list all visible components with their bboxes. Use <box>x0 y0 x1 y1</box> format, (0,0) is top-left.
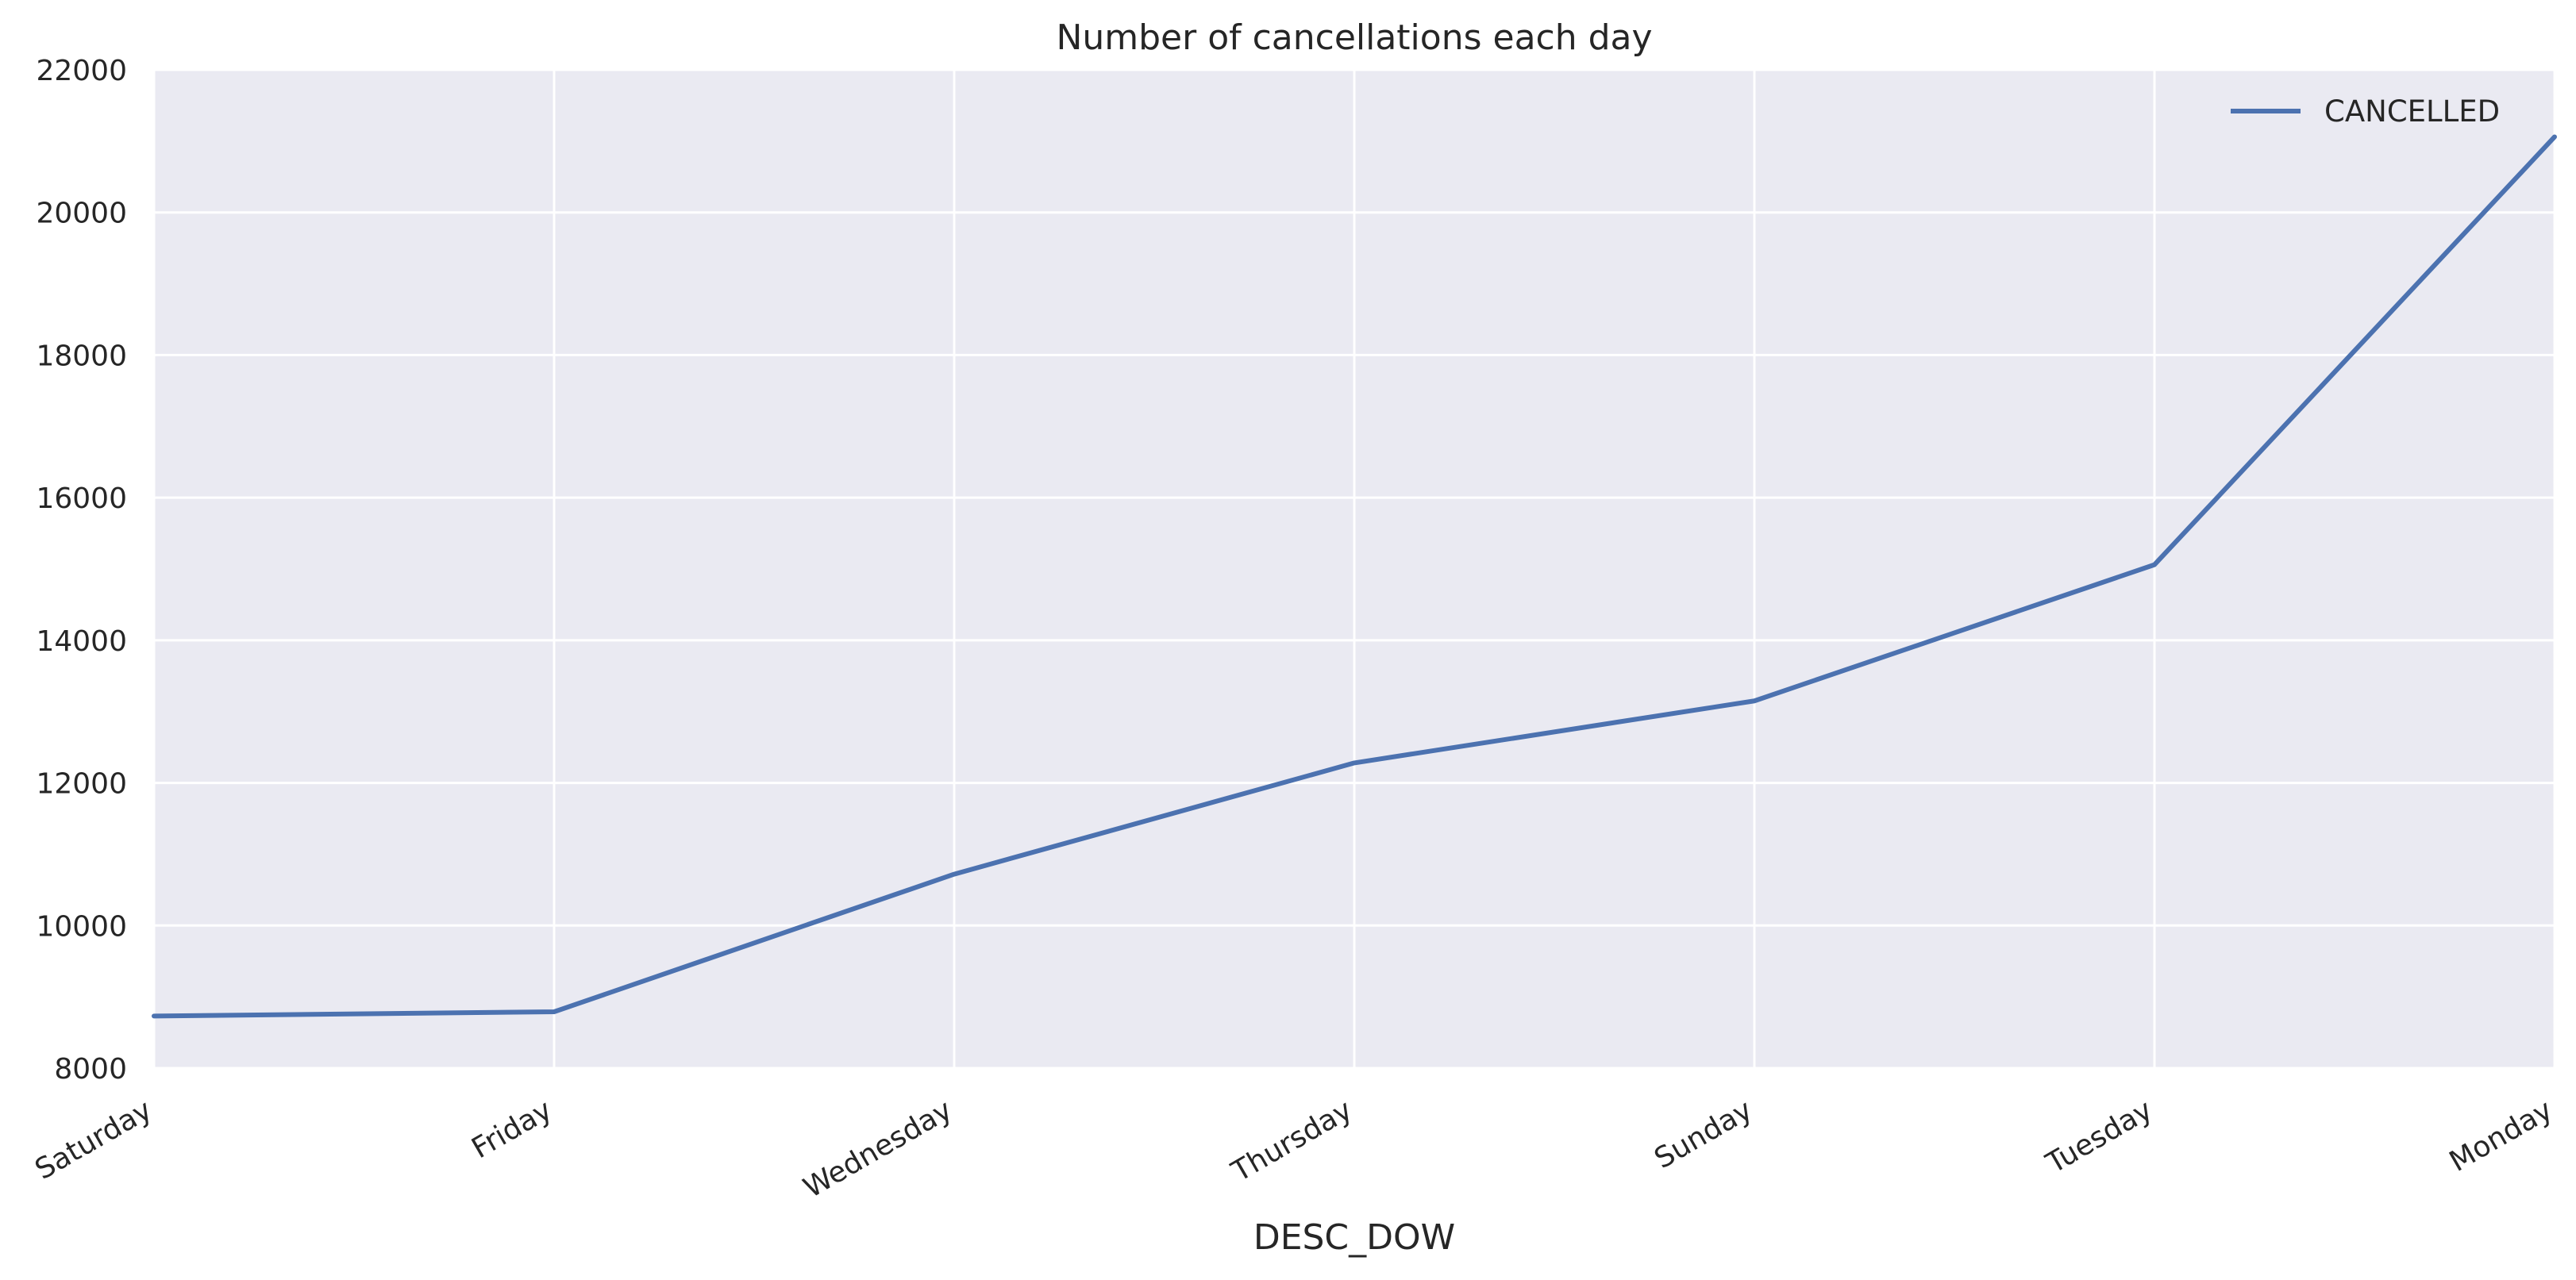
y-gridlines <box>154 68 2555 1070</box>
x-axis-label: DESC_DOW <box>1253 1217 1455 1258</box>
legend: CANCELLED <box>2231 94 2500 129</box>
y-tick-label: 8000 <box>54 1053 127 1086</box>
x-tick-label: Monday <box>2444 1094 2559 1178</box>
y-tick-label: 22000 <box>36 55 127 87</box>
x-tick-labels: Saturday Friday Wednesday Thursday Sunday Tue… <box>30 1094 2559 1205</box>
x-tick-label: Saturday <box>30 1094 158 1186</box>
x-tick-label: Tuesday <box>2040 1094 2158 1180</box>
x-tick-label: Sunday <box>1649 1094 1758 1175</box>
y-tick-label: 12000 <box>36 768 127 801</box>
y-tick-labels: 8000 10000 12000 14000 16000 18000 20000 22000 <box>36 55 127 1086</box>
y-tick-label: 18000 <box>36 340 127 372</box>
series-layer <box>152 134 2557 1019</box>
legend-label-cancelled: CANCELLED <box>2324 94 2500 129</box>
y-tick-label: 14000 <box>36 625 127 658</box>
y-tick-label: 20000 <box>36 198 127 230</box>
x-tick-label: Thursday <box>1226 1094 1357 1189</box>
series-line-cancelled <box>152 134 2557 1019</box>
x-tick-label: Wednesday <box>798 1094 957 1205</box>
y-tick-label: 10000 <box>36 910 127 943</box>
y-tick-label: 16000 <box>36 482 127 515</box>
chart-title: Number of cancellations each day <box>1056 17 1652 58</box>
x-tick-label: Friday <box>467 1094 558 1165</box>
x-gridlines <box>152 70 2556 1068</box>
